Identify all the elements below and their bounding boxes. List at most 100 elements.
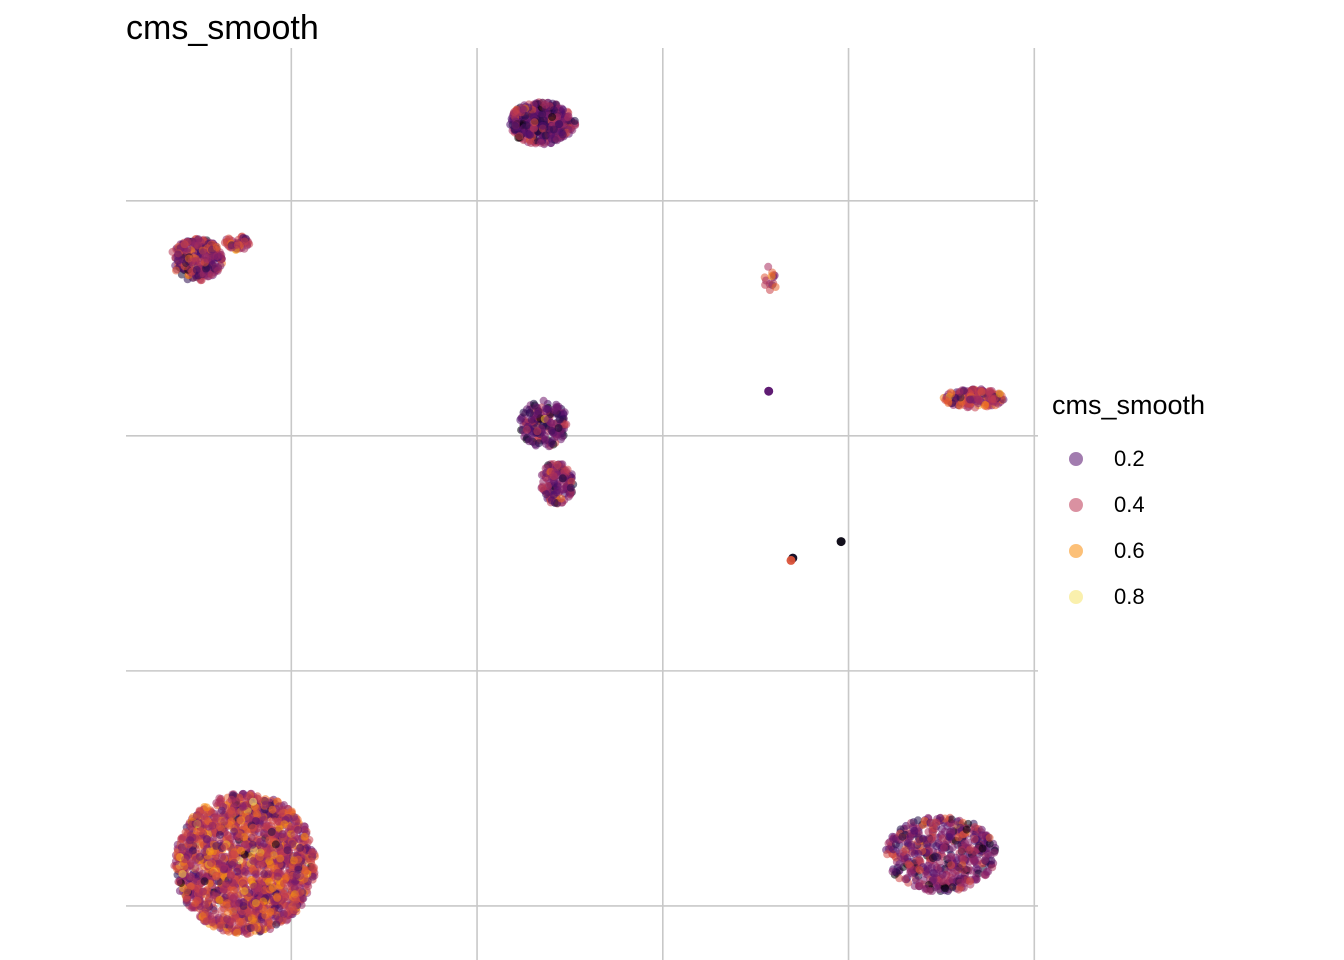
data-point	[240, 237, 249, 246]
data-point	[202, 803, 211, 812]
data-point	[939, 877, 948, 886]
data-point	[969, 855, 978, 863]
data-point	[266, 908, 275, 916]
data-point	[230, 892, 239, 901]
legend-item: 0.2	[1052, 436, 1205, 482]
data-point	[987, 856, 996, 865]
data-point	[244, 814, 253, 823]
data-point	[549, 106, 558, 115]
data-point	[260, 870, 268, 878]
data-point	[288, 840, 297, 849]
legend-item: 0.8	[1052, 574, 1205, 620]
gridlines	[126, 48, 1038, 960]
data-point	[262, 821, 271, 830]
data-point	[889, 835, 898, 844]
data-point	[947, 389, 956, 398]
data-point	[915, 855, 924, 864]
data-point	[764, 262, 773, 271]
data-point	[203, 255, 212, 263]
data-point	[522, 425, 531, 434]
data-point	[981, 856, 990, 864]
data-point	[294, 855, 303, 864]
data-point	[250, 923, 259, 932]
data-point	[985, 833, 994, 842]
data-point	[212, 243, 221, 251]
data-point	[217, 806, 226, 815]
data-point	[948, 843, 957, 852]
data-point	[215, 830, 224, 839]
data-point	[192, 265, 201, 274]
data-point	[239, 898, 248, 907]
data-point	[223, 908, 232, 917]
data-point	[249, 833, 258, 842]
data-point	[227, 806, 236, 815]
data-point	[964, 838, 973, 847]
data-point	[538, 121, 547, 130]
data-point	[220, 238, 229, 247]
data-point	[196, 237, 205, 246]
data-point	[233, 867, 242, 876]
data-point	[525, 405, 534, 414]
data-point	[959, 854, 968, 863]
data-point	[557, 128, 566, 137]
data-point	[216, 921, 225, 930]
data-point	[564, 113, 573, 122]
data-point	[543, 415, 552, 424]
data-point	[280, 890, 289, 899]
data-point	[191, 899, 200, 908]
data-point	[256, 860, 265, 869]
data-point	[192, 855, 200, 864]
data-point	[234, 833, 243, 842]
data-point	[201, 900, 209, 909]
data-point	[903, 853, 912, 862]
data-point	[551, 403, 560, 412]
data-point	[254, 886, 263, 895]
data-point	[924, 865, 933, 874]
data-point	[924, 827, 933, 836]
data-point	[180, 862, 189, 871]
legend-title: cms_smooth	[1052, 390, 1206, 420]
data-point	[948, 876, 957, 885]
data-point	[267, 828, 276, 836]
data-point	[172, 266, 180, 275]
data-point	[904, 860, 913, 869]
data-point	[547, 496, 556, 505]
data-point	[201, 264, 210, 273]
data-point	[538, 98, 547, 107]
data-point	[515, 132, 524, 141]
data-point	[226, 871, 235, 880]
data-point	[932, 869, 941, 878]
data-point	[568, 126, 577, 135]
data-point	[558, 432, 567, 441]
data-point	[533, 427, 542, 436]
legend: cms_smooth 0.2 0.4 0.6 0.8	[1052, 388, 1205, 620]
data-point	[249, 823, 257, 832]
scatter-plot	[126, 48, 1038, 960]
data-point	[233, 241, 242, 250]
data-point	[570, 116, 579, 125]
data-point	[307, 848, 316, 857]
data-point	[183, 887, 192, 896]
data-point	[211, 814, 220, 823]
data-point	[957, 846, 966, 854]
chart-title: cms_smooth	[126, 9, 319, 47]
data-point	[174, 877, 183, 886]
data-point	[542, 490, 550, 499]
data-point	[530, 118, 539, 127]
data-point	[292, 817, 301, 826]
data-point	[228, 850, 237, 859]
data-point	[227, 817, 236, 826]
data-point	[178, 869, 187, 878]
data-point	[519, 105, 528, 114]
data-point	[271, 840, 280, 849]
data-point	[290, 884, 299, 893]
data-point	[527, 139, 535, 147]
data-point	[978, 844, 987, 853]
data-point	[915, 835, 924, 844]
data-point	[191, 864, 200, 873]
data-point	[188, 820, 197, 829]
data-point	[552, 135, 561, 143]
legend-item: 0.6	[1052, 528, 1205, 574]
data-point	[562, 466, 570, 475]
data-point	[266, 860, 275, 869]
